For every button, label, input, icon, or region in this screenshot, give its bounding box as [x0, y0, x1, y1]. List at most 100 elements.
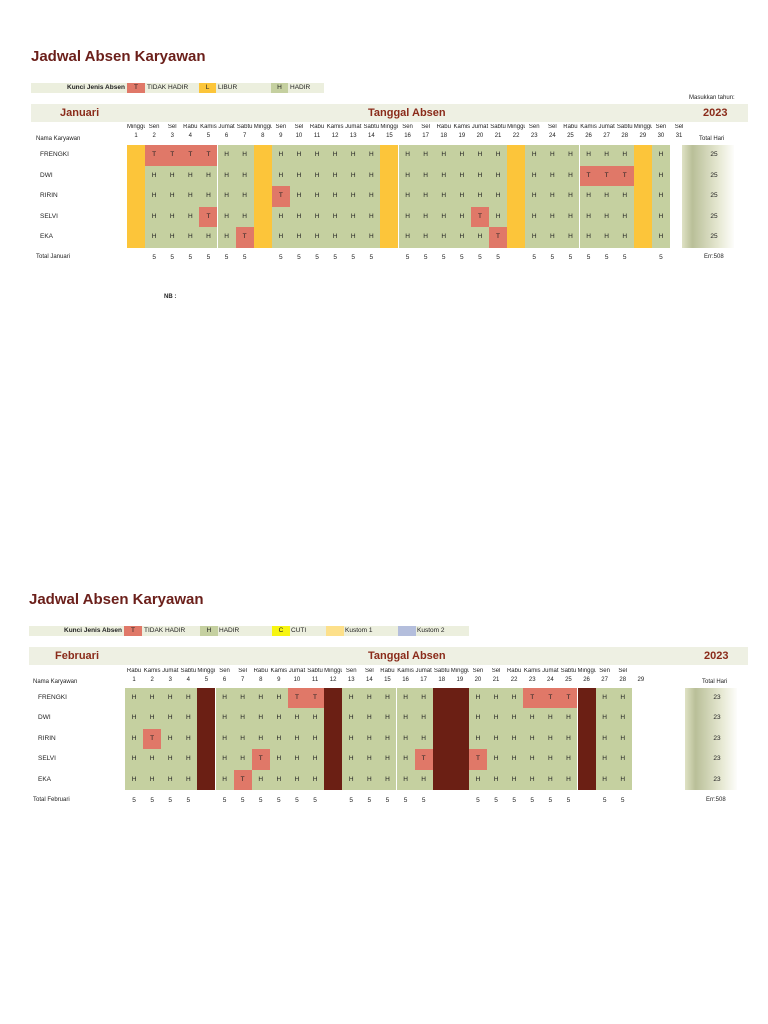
- day-date: 10: [295, 133, 303, 139]
- attendance-cell: H: [306, 769, 325, 790]
- day-total: 5: [315, 254, 319, 261]
- attendance-cell: H: [143, 688, 162, 709]
- day-date: 1: [132, 677, 136, 683]
- day-total: 5: [224, 254, 229, 261]
- attendance-cell: H: [505, 728, 524, 750]
- attendance-cell: H: [199, 227, 218, 248]
- attendance-cell: [127, 227, 146, 248]
- attendance-cell: H: [595, 688, 614, 709]
- employee-name: RIRIN: [40, 192, 58, 200]
- year-value[interactable]: 2023: [703, 107, 728, 119]
- attendance-cell: H: [360, 769, 379, 790]
- attendance-cell: H: [414, 769, 433, 790]
- day-total: 5: [405, 254, 410, 261]
- attendance-cell: H: [271, 227, 290, 248]
- attendance-cell: H: [125, 749, 144, 770]
- day-date: 28: [619, 677, 627, 683]
- february-header-bar: Februari Tanggal Absen 2023: [29, 647, 748, 665]
- attendance-cell: H: [543, 145, 562, 166]
- attendance-cell: H: [269, 728, 288, 750]
- legend-swatch-tidak-hadir: T: [124, 626, 142, 636]
- day-date: 24: [547, 677, 554, 683]
- day-total: 5: [512, 797, 516, 804]
- day-total: 5: [279, 254, 283, 261]
- day-date: 17: [422, 133, 429, 139]
- day-name: Sabtu: [180, 668, 197, 674]
- attendance-cell: H: [179, 749, 198, 770]
- day-total: 5: [313, 797, 317, 804]
- attendance-cell: H: [326, 186, 345, 207]
- attendance-cell: T: [615, 165, 634, 187]
- attendance-cell: H: [199, 186, 218, 207]
- attendance-cell: H: [289, 145, 308, 166]
- day-name: Sen: [345, 668, 357, 674]
- legend-swatch-libur: L: [199, 83, 216, 93]
- day-date: 22: [512, 133, 520, 139]
- attendance-cell: H: [541, 708, 560, 729]
- attendance-cell: H: [543, 206, 562, 228]
- day-total: 5: [423, 254, 428, 261]
- attendance-cell: H: [181, 206, 200, 228]
- attendance-cell: H: [344, 165, 363, 187]
- attendance-cell: H: [468, 728, 487, 750]
- employee-total: 25: [710, 171, 718, 179]
- attendance-cell: H: [416, 227, 435, 248]
- attendance-cell: H: [525, 145, 544, 166]
- legend-swatch-kustom1: [326, 626, 344, 636]
- attendance-cell: H: [308, 206, 327, 228]
- attendance-cell: H: [271, 165, 290, 187]
- day-name: Sabtu: [560, 668, 577, 674]
- attendance-cell: [450, 749, 469, 770]
- attendance-cell: T: [489, 227, 508, 248]
- day-name: Sabtu: [433, 668, 450, 674]
- day-name: Sel: [294, 124, 304, 130]
- day-name: Kamis: [580, 124, 597, 130]
- day-date: 9: [279, 133, 283, 139]
- attendance-cell: H: [559, 728, 578, 750]
- day-name: Rabu: [183, 124, 198, 130]
- attendance-cell: H: [651, 186, 670, 207]
- attendance-cell: H: [378, 728, 397, 750]
- day-name: Sabtu: [490, 124, 506, 130]
- attendance-cell: H: [505, 769, 524, 790]
- attendance-cell: T: [579, 165, 598, 187]
- employee-name: DWI: [40, 171, 53, 179]
- attendance-cell: H: [217, 145, 236, 166]
- attendance-cell: H: [179, 769, 198, 790]
- day-date: 4: [186, 677, 191, 683]
- attendance-cell: [197, 769, 216, 790]
- day-total: 5: [550, 254, 555, 261]
- january-total-label: Total Januari: [36, 254, 71, 260]
- attendance-cell: [324, 728, 343, 750]
- attendance-cell: H: [342, 728, 361, 750]
- attendance-cell: T: [199, 145, 218, 166]
- attendance-cell: H: [470, 186, 489, 207]
- attendance-cell: [632, 708, 650, 728]
- attendance-cell: H: [615, 186, 634, 207]
- attendance-cell: H: [217, 186, 236, 207]
- attendance-cell: H: [362, 227, 381, 248]
- attendance-cell: H: [561, 145, 580, 166]
- attendance-cell: H: [651, 227, 670, 248]
- year-value[interactable]: 2023: [704, 650, 729, 662]
- day-name: Jumat: [288, 668, 306, 674]
- attendance-cell: H: [416, 145, 435, 166]
- day-date: 20: [474, 677, 482, 683]
- day-name: Rabu: [506, 668, 522, 674]
- attendance-cell: H: [487, 708, 506, 729]
- attendance-cell: H: [308, 227, 327, 248]
- year-prompt: Masukkan tahun:: [689, 95, 735, 101]
- january-header-bar: Januari Tanggal Absen 2023: [31, 104, 748, 122]
- attendance-cell: H: [523, 708, 542, 729]
- day-date: 30: [657, 133, 665, 139]
- attendance-cell: H: [378, 688, 397, 709]
- day-date: 2: [150, 677, 154, 683]
- attendance-cell: H: [145, 206, 164, 228]
- attendance-cell: [432, 708, 451, 729]
- attendance-cell: H: [396, 749, 415, 770]
- day-date: 11: [311, 677, 319, 683]
- attendance-cell: H: [597, 145, 616, 166]
- attendance-cell: H: [306, 728, 325, 750]
- attendance-cell: T: [199, 206, 218, 228]
- employee-total: 23: [713, 714, 721, 722]
